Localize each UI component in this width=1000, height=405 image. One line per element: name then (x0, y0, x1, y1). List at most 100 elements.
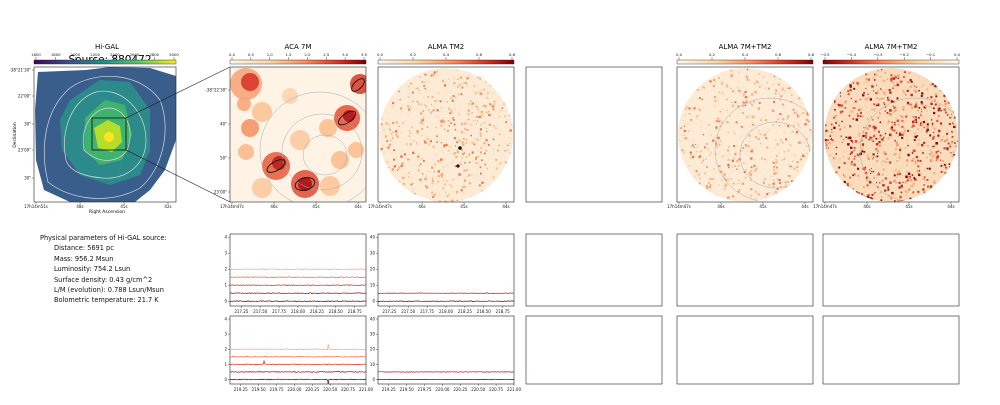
colorbar-tick-label: 0.6 (775, 52, 782, 57)
combo-noise-pixel (698, 110, 700, 112)
tm2-noise-pixel (394, 134, 396, 136)
aca-emission (230, 68, 366, 198)
combo-neg-noise-pixel (843, 174, 845, 176)
tm2-noise-pixel (384, 135, 387, 138)
combo-neg-noise-pixel (880, 191, 882, 193)
spectrum-x-tick-label: 217.25 (234, 309, 248, 314)
combo-noise-pixel (709, 80, 712, 83)
combo-noise-pixel (695, 143, 697, 145)
combo-neg-noise-pixel (835, 146, 838, 149)
tm2-noise-pixel (450, 122, 452, 124)
combo-neg-noise-pixel (899, 167, 902, 170)
combo-noise-pixel (750, 169, 753, 172)
tm2-noise-pixel (461, 199, 463, 201)
tm2-noise-pixel (435, 115, 438, 117)
combo-noise-pixel (721, 92, 724, 95)
tm2-noise-pixel (470, 109, 472, 111)
tm2-noise-pixel (472, 89, 475, 92)
combo-noise-pixel (702, 133, 705, 136)
combo-neg-noise-pixel (923, 141, 926, 144)
tm2-noise-pixel (470, 173, 473, 176)
tm2-noise-pixel (466, 169, 468, 171)
tm2-noise-pixel (425, 175, 428, 178)
tm2-noise-pixel (501, 107, 504, 109)
x-tick-label: 17h14m47s (220, 204, 244, 209)
combo-neg-noise-pixel (919, 160, 922, 162)
combo-neg-noise-pixel (867, 93, 869, 95)
combo-neg-noise-pixel (952, 141, 954, 143)
combo-neg-noise-pixel (833, 126, 836, 129)
combo-neg-noise-pixel (889, 127, 892, 130)
tm2-noise-pixel (407, 172, 410, 174)
combo-neg-noise-pixel (898, 172, 901, 175)
tm2-noise-pixel (415, 88, 417, 90)
spectrum-frame (676, 233, 814, 307)
combo-neg-noise-pixel (892, 180, 895, 183)
combo-neg-noise-pixel (905, 147, 907, 149)
combo-noise-pixel (687, 138, 690, 141)
combo-neg-noise-pixel (859, 152, 862, 156)
combo-neg-noise-pixel (907, 153, 910, 157)
tm2-noise-pixel (467, 113, 470, 116)
combo-neg-noise-pixel (894, 153, 897, 155)
tm2-noise-pixel (411, 126, 413, 129)
tm2-noise-pixel (448, 125, 450, 127)
combo-neg-noise-pixel (827, 147, 829, 149)
combo-neg-noise-pixel (884, 189, 887, 192)
combo-neg-noise-pixel (920, 129, 923, 132)
combo-neg-noise-pixel (879, 75, 882, 78)
combo-noise-pixel (782, 118, 785, 121)
combo-noise-pixel (766, 146, 769, 149)
tm2-noise-pixel (425, 105, 428, 108)
combo-neg-noise-pixel (877, 116, 880, 119)
combo-neg-noise-pixel (868, 169, 871, 171)
combo-noise-pixel (751, 93, 754, 96)
combo-neg-noise-pixel (948, 142, 950, 144)
combo-x-ticks: 17h14m47s 46s 45s 44s (667, 202, 809, 209)
aca-clump (319, 119, 337, 137)
combo-neg-noise-pixel (873, 150, 875, 152)
combo-neg-noise-pixel (926, 128, 929, 131)
combo-noise-pixel (776, 166, 778, 168)
combo-neg-noise-pixel (917, 128, 919, 130)
combo-neg-noise-pixel (859, 115, 862, 117)
tm2-noise-pixel (422, 122, 424, 125)
combo-noise-pixel (724, 185, 727, 188)
spectrum-y-tick-label: 0 (372, 377, 375, 382)
tm2-noise-pixel (441, 119, 444, 122)
combo-noise-pixel (775, 139, 777, 141)
tm2-noise-pixel (400, 176, 403, 179)
spectrum-y-tick-label: 3 (224, 332, 227, 337)
combo-neg-noise-pixel (838, 104, 841, 107)
combo-neg-noise-pixel (865, 73, 868, 76)
combo-neg-noise-pixel (935, 151, 938, 154)
combo-noise-pixel (790, 94, 793, 97)
combo-noise-pixel (742, 94, 745, 97)
colorbar-tick-label: 2400 (110, 52, 120, 57)
tm2-noise-pixel (431, 178, 434, 180)
combo-noise-pixel (809, 148, 811, 151)
combo-noise-pixel (749, 176, 752, 179)
tm2-noise-pixel (444, 200, 447, 202)
colorbar-tick-label: 3000 (169, 52, 179, 57)
combo-neg-noise-pixel (902, 109, 904, 111)
combo-neg-noise-pixel (863, 126, 865, 129)
combo-neg-noise-pixel (929, 110, 931, 113)
tm2-noise-pixel (398, 125, 400, 128)
tm2-noise-pixel (394, 175, 396, 177)
tm2-noise-pixel (457, 85, 459, 88)
combo-noise-pixel (808, 135, 810, 137)
tm2-noise-pixel (399, 180, 401, 182)
combo-neg-noise-pixel (887, 196, 889, 198)
tm2-noise-pixel (408, 135, 411, 137)
tm2-noise-pixel (457, 78, 459, 80)
tm2-noise-pixel (495, 159, 498, 161)
combo-noise-pixel (797, 114, 800, 117)
tm2-noise-pixel (432, 145, 435, 148)
combo-noise-pixel (690, 154, 692, 156)
tm2-noise-pixel (439, 100, 442, 103)
combo-neg-noise-pixel (891, 129, 894, 131)
combo-neg-noise-pixel (889, 181, 892, 184)
combo-noise-pixel (726, 98, 728, 101)
tm2-noise-pixel (418, 165, 420, 167)
